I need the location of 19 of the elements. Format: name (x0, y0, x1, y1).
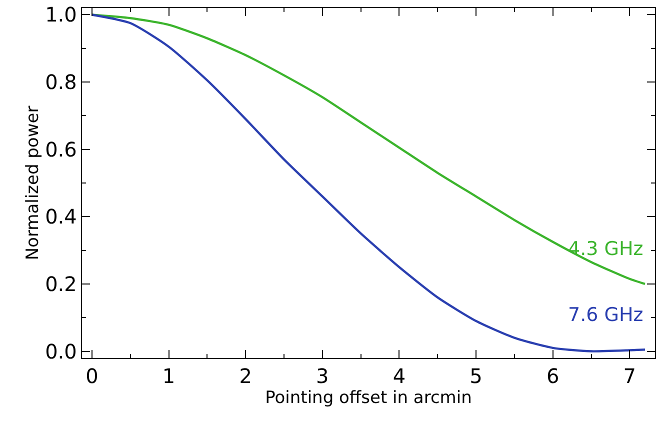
y-tick-label: 0.6 (45, 137, 77, 162)
y-tick-label: 0.0 (45, 339, 77, 364)
y-axis-title: Normalized power (22, 106, 43, 260)
x-tick-label: 4 (392, 364, 406, 388)
series-label: 7.6 GHz (568, 304, 644, 326)
x-tick-label: 6 (546, 364, 560, 388)
x-tick-label: 2 (239, 364, 252, 388)
line-series (90, 14, 646, 352)
x-tick-label: 7 (623, 364, 636, 388)
x-axis-title: Pointing offset in arcmin (265, 388, 472, 408)
x-tick-label: 5 (470, 364, 482, 388)
x-tick-label: 0 (86, 364, 98, 388)
y-tick-label: 0.8 (45, 70, 77, 94)
x-tick-label: 1 (162, 364, 176, 388)
x-tick-label: 3 (316, 364, 329, 388)
y-tick-label: 0.2 (45, 272, 77, 296)
line-series (90, 14, 646, 286)
y-tick-label: 1.0 (45, 2, 77, 27)
y-tick-label: 0.4 (45, 204, 77, 229)
